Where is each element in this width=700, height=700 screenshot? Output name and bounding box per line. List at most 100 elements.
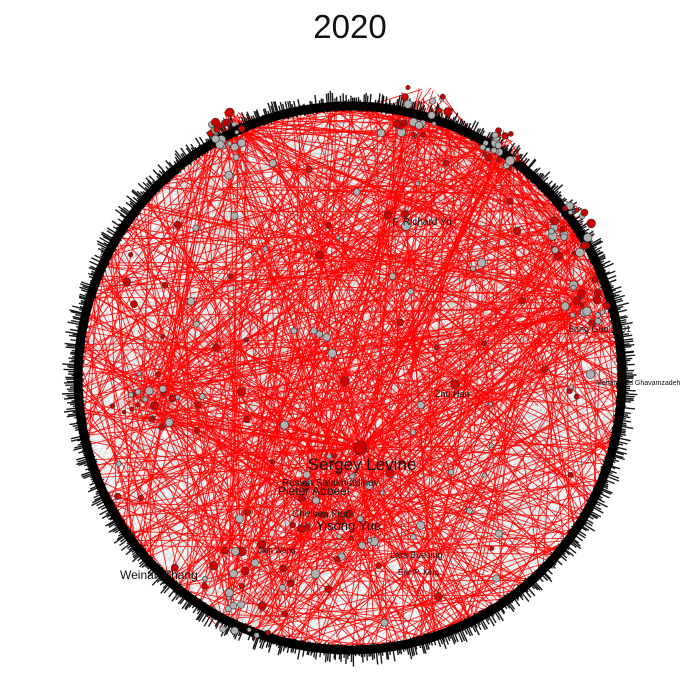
author-node [494, 141, 503, 150]
author-node [403, 99, 413, 109]
highlight-edge [87, 325, 609, 449]
highlight-edge [455, 131, 502, 170]
highlight-edge [241, 107, 368, 548]
highlight-edge [97, 275, 409, 624]
author-node [333, 555, 341, 563]
hub-edge [359, 142, 489, 449]
author-node [405, 85, 411, 90]
highlight-edge [149, 448, 152, 564]
highlight-edge [163, 137, 490, 381]
author-node [401, 221, 411, 231]
node-sergey-levine [352, 440, 368, 456]
author-node [380, 618, 389, 627]
author-node [401, 209, 409, 218]
highlight-edge [96, 463, 372, 479]
highlight-edge [96, 149, 498, 472]
author-node [229, 601, 238, 610]
hub-edge [260, 447, 361, 614]
author-node [550, 216, 559, 226]
author-node [289, 521, 296, 529]
highlight-edge [324, 129, 439, 512]
author-node [231, 121, 237, 127]
highlight-edge [110, 252, 131, 407]
highlight-edge [78, 341, 620, 352]
author-node [574, 207, 580, 213]
author-node [482, 151, 488, 157]
highlight-edge [117, 236, 132, 537]
author-node [224, 170, 234, 180]
author-node [301, 481, 311, 491]
author-node [134, 388, 142, 395]
author-node [229, 569, 238, 578]
author-node [253, 632, 260, 639]
highlight-edge [109, 501, 300, 587]
highlight-edge [108, 179, 249, 503]
author-node [399, 459, 405, 465]
author-node [579, 302, 585, 308]
author-node [170, 563, 179, 572]
author-node [257, 601, 267, 611]
highlight-edge [238, 122, 616, 425]
author-node [336, 516, 346, 525]
highlight-edge [297, 327, 466, 626]
highlight-edge [328, 512, 587, 647]
highlight-edge [400, 375, 618, 420]
highlight-edge [216, 492, 382, 581]
highlight-edge [289, 256, 356, 566]
author-node [158, 385, 167, 393]
hub-edge [78, 361, 361, 449]
highlight-edge [401, 92, 617, 403]
highlight-edge [552, 400, 576, 532]
hub-edge [359, 447, 433, 636]
hub-edge [266, 118, 361, 449]
author-node [109, 403, 116, 409]
author-node [436, 108, 443, 114]
author-node [138, 494, 145, 501]
author-node [225, 588, 234, 598]
highlight-edge [522, 455, 540, 573]
hub-edge [255, 447, 361, 632]
author-node [518, 297, 526, 305]
highlight-edge [106, 115, 404, 450]
highlight-edge [278, 166, 474, 520]
highlight-edge [337, 567, 546, 649]
author-node [340, 376, 350, 386]
hub-edge [83, 409, 361, 449]
hub-edge [359, 247, 556, 449]
author-node [306, 479, 312, 485]
author-node [433, 344, 440, 351]
highlight-edge [117, 303, 569, 434]
highlight-edge [431, 295, 607, 637]
highlight-edge [131, 219, 175, 339]
highlight-edge [176, 167, 504, 587]
author-node [240, 566, 250, 576]
author-node [319, 511, 327, 519]
author-node [567, 209, 573, 215]
highlight-edges-layer [77, 87, 623, 651]
author-node [234, 129, 240, 135]
author-node [224, 107, 235, 118]
highlight-edge [411, 478, 499, 604]
author-node [114, 492, 122, 500]
author-node [505, 155, 515, 166]
highlight-edge [164, 138, 226, 387]
author-node [420, 131, 427, 138]
author-node [296, 524, 306, 534]
highlight-edge [567, 304, 586, 511]
author-node [375, 562, 382, 569]
author-node [217, 123, 223, 130]
highlight-edge [234, 115, 472, 425]
highlight-edge [282, 442, 614, 591]
author-node [551, 246, 559, 254]
highlight-edge [143, 201, 150, 399]
highlight-edge [111, 279, 532, 501]
highlight-edge [119, 96, 437, 234]
highlight-edge [511, 153, 607, 454]
author-node [431, 121, 437, 127]
node-song-guo [592, 295, 602, 305]
author-node [315, 250, 325, 260]
author-node [211, 117, 220, 127]
highlight-edge [137, 119, 218, 416]
author-node [279, 564, 288, 573]
author-node [488, 401, 493, 407]
